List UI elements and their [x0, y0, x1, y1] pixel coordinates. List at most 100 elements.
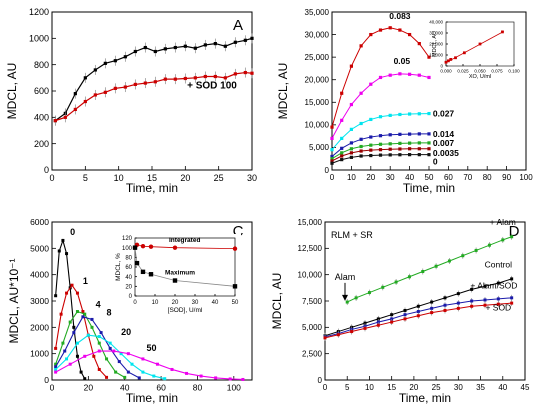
- data-point: [398, 112, 402, 117]
- data-point: [330, 157, 334, 161]
- y-axis-label: MDCL, AU*10⁻¹: [7, 258, 21, 343]
- data-point: [113, 86, 117, 90]
- data-point: [330, 148, 334, 152]
- y-tick-label: 600: [34, 86, 49, 96]
- data-point: [75, 310, 79, 314]
- data-point: [359, 44, 363, 48]
- data-point: [97, 341, 101, 345]
- data-point: [340, 136, 344, 140]
- data-point: [72, 331, 76, 335]
- data-point: [112, 349, 116, 353]
- data-point: [340, 91, 344, 95]
- x-tick-label: 10: [347, 173, 356, 182]
- data-point: [349, 141, 353, 145]
- plot-frame: [324, 221, 526, 381]
- y-tick-label: 1200: [29, 7, 49, 17]
- data-point: [117, 360, 121, 364]
- data-point: [214, 376, 218, 380]
- y-tick-label: 5,000: [302, 323, 323, 332]
- data-point: [232, 284, 238, 289]
- data-point: [434, 264, 438, 268]
- data-point: [243, 38, 247, 42]
- data-point: [388, 113, 392, 117]
- data-point: [61, 238, 65, 242]
- series-label: 0.014: [433, 129, 455, 139]
- y-tick-label: 1000: [29, 33, 49, 43]
- data-point: [163, 77, 167, 81]
- data-point: [461, 254, 465, 258]
- x-tick-label: 0.000: [440, 69, 452, 74]
- data-point: [430, 300, 434, 304]
- data-point: [398, 28, 402, 32]
- y-tick-label: 5,000: [309, 143, 330, 152]
- y-tick-label: 30,000: [305, 30, 330, 39]
- data-point: [143, 81, 147, 85]
- inset-c: 0 10 20 30 40 50 0 20 40 60 80 100 120 [SOD], U/ml MDC…: [113, 234, 241, 318]
- data-point: [345, 300, 349, 304]
- data-point: [483, 303, 487, 307]
- data-point: [105, 375, 109, 379]
- series-line: [55, 316, 140, 379]
- x-tick-label: 0: [50, 383, 55, 393]
- data-point: [59, 312, 63, 316]
- series-label: 20: [121, 327, 131, 337]
- data-point: [79, 370, 83, 374]
- data-point: [330, 159, 334, 163]
- y-axis-label: MDCL, AU: [270, 273, 284, 330]
- data-point: [496, 302, 500, 306]
- y-tick-label: 1000: [30, 349, 49, 359]
- data-point: [228, 377, 232, 381]
- data-point: [403, 313, 407, 317]
- data-point: [183, 76, 187, 81]
- x-tick-label: 50: [232, 300, 239, 306]
- data-point: [421, 270, 425, 274]
- data-point: [141, 357, 145, 361]
- data-point: [83, 99, 87, 104]
- data-point: [133, 82, 137, 87]
- data-point: [97, 367, 101, 371]
- data-point: [65, 252, 69, 256]
- series-label: Control: [485, 259, 513, 269]
- series-label: Integrated: [169, 237, 200, 244]
- data-point: [369, 82, 373, 86]
- x-tick-label: 30: [386, 173, 395, 182]
- data-point: [81, 315, 85, 319]
- x-tick-label: 80: [193, 383, 203, 393]
- data-point: [126, 352, 130, 356]
- series-label: 0.05: [394, 56, 411, 66]
- data-point: [470, 287, 474, 291]
- data-point: [416, 304, 420, 308]
- series-line: [55, 310, 126, 378]
- data-point: [123, 375, 127, 379]
- data-point: [193, 46, 197, 50]
- data-point: [97, 349, 101, 353]
- data-point: [427, 153, 431, 157]
- data-point: [152, 374, 156, 378]
- data-point: [170, 367, 174, 371]
- data-point: [130, 362, 134, 366]
- data-point: [57, 249, 61, 253]
- data-point: [65, 357, 69, 361]
- series-label: 0: [70, 227, 75, 237]
- data-point: [90, 325, 94, 329]
- y-tick-label: 60: [125, 265, 132, 271]
- x-tick-label: 0: [49, 173, 54, 183]
- data-point: [243, 70, 247, 75]
- data-point: [446, 59, 450, 63]
- data-point: [408, 72, 412, 76]
- data-point: [449, 58, 453, 61]
- inset-background: [432, 14, 522, 82]
- data-point: [83, 377, 87, 381]
- series-line: [134, 247, 236, 287]
- data-point: [378, 148, 383, 152]
- x-tick-label: 10: [365, 383, 374, 392]
- annotation-sod: + SOD 100: [187, 80, 237, 91]
- data-point: [416, 314, 420, 318]
- data-point: [483, 298, 487, 302]
- data-point: [444, 60, 448, 64]
- y-tick-label: 3000: [30, 296, 49, 306]
- y-tick-label: 0: [318, 376, 323, 385]
- data-point: [430, 311, 434, 315]
- data-point: [336, 333, 340, 337]
